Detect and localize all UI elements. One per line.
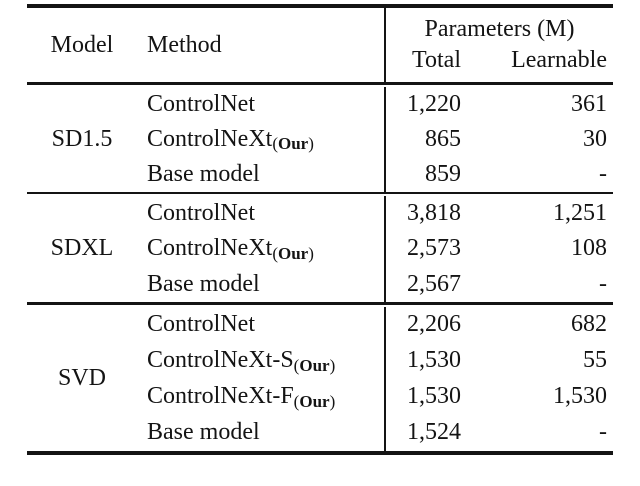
method-name: ControlNet [147,311,255,337]
method-name: ControlNet [147,90,255,117]
method-subscript: (Our) [293,391,336,411]
method-cell: Base model [137,415,384,451]
method-cell: ControlNet [137,87,384,122]
method-cell: Base model [137,267,384,302]
col-header-parameters-label: Parameters (M) [424,16,575,42]
method-cell: ControlNeXt-F (Our) [137,379,384,415]
learnable-cell: 682 [571,311,607,337]
model-label: SDXL [50,235,114,262]
total-cell: 1,524 [384,414,466,451]
col-header-total: Total [412,47,461,73]
total-cell: 3,818 [384,196,466,232]
header-row: Model Method Parameters (M) Total Learna… [27,8,613,82]
col-header-model: Model [50,31,114,58]
learnable-cell: - [599,419,607,445]
group-rule-1 [27,191,613,194]
method-subscript: (Our) [293,355,336,375]
bottom-rule [27,450,613,455]
method-name: ControlNeXt-S [147,347,294,373]
method-name: ControlNeXt [147,235,273,262]
learnable-cell: 361 [571,90,607,117]
method-name: Base model [147,270,260,297]
method-name: Base model [147,160,260,187]
learnable-cell: 108 [571,235,607,262]
method-name: ControlNeXt [147,125,273,152]
learnable-cell: 30 [583,125,607,152]
method-cell: ControlNeXt (Our) [137,231,384,266]
model-label: SD1.5 [51,125,113,152]
top-rule [27,4,613,8]
total-cell: 2,573 [384,231,466,267]
col-header-method: Method [147,31,222,58]
method-cell: ControlNeXt-S (Our) [137,343,384,379]
learnable-cell: - [599,270,607,297]
learnable-cell: - [599,160,607,187]
parameters-table: Model Method Parameters (M) Total Learna… [27,4,613,455]
total-cell: 1,220 [384,86,466,122]
method-cell: ControlNet [137,307,384,343]
method-name: Base model [147,419,260,445]
learnable-cell: 55 [583,347,607,373]
method-subscript: (Our) [272,134,314,153]
method-name: ControlNeXt-F [147,383,294,409]
parameters-subheaders: Total Learnable [386,45,613,76]
total-cell: 1,530 [384,378,466,415]
total-cell: 865 [384,121,466,157]
total-cell: 2,206 [384,306,466,343]
model-label: SVD [57,365,106,391]
learnable-cell: 1,251 [553,200,607,227]
method-subscript: (Our) [272,243,314,263]
method-cell: Base model [137,157,384,192]
method-cell: ControlNet [137,196,384,231]
total-cell: 859 [384,156,466,192]
learnable-cell: 1,530 [553,383,607,409]
group-sd15: SD1.5 ControlNet 1,220 361 ControlNeXt (O… [27,85,613,192]
group-sdxl: SDXL ControlNet 3,818 1,251 ControlNeXt(… [27,194,613,302]
col-header-parameters-group: Parameters (M) Total Learnable [384,8,613,82]
col-header-learnable: Learnable [511,47,607,73]
header-rule [27,82,613,85]
method-name: ControlNet [147,200,255,227]
group-rule-2 [27,302,613,305]
total-cell: 2,567 [384,266,466,302]
group-svd: SVD ControlNet 2,206 682 ControlNeXt-S (O… [27,305,613,451]
method-cell: ControlNeXt (Our) [137,122,384,157]
total-cell: 1,530 [384,342,466,379]
